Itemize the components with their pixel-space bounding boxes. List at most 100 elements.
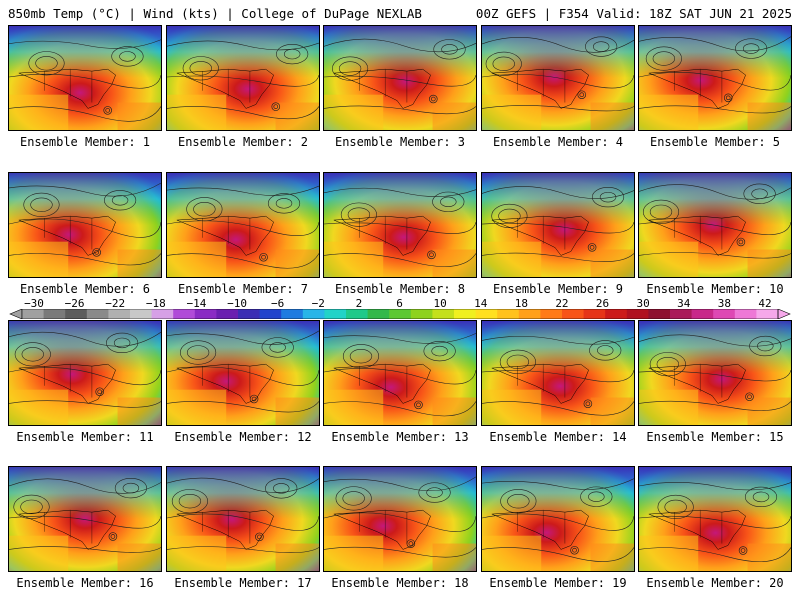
- ensemble-member-map[interactable]: [323, 466, 477, 572]
- colorbar-swatch: [130, 309, 153, 319]
- colorbar-swatch: [518, 309, 541, 319]
- ensemble-member-label: Ensemble Member: 14: [489, 430, 627, 444]
- colorbar-swatch: [475, 309, 498, 319]
- colorbar-tick-label: 26: [595, 297, 610, 310]
- colorbar-tick-label: 38: [717, 297, 731, 310]
- colorbar-swatch: [324, 309, 347, 319]
- ensemble-member-label: Ensemble Member: 17: [174, 576, 312, 590]
- ensemble-member-map[interactable]: [323, 25, 477, 131]
- colorbar-tick-label: −26: [64, 297, 85, 310]
- ensemble-member-label: Ensemble Member: 13: [331, 430, 469, 444]
- colorbar-swatch: [626, 309, 649, 319]
- ensemble-member-map[interactable]: [481, 172, 635, 278]
- ensemble-member-label: Ensemble Member: 7: [177, 282, 309, 296]
- colorbar-swatch: [173, 309, 196, 319]
- ensemble-member-map[interactable]: [638, 25, 792, 131]
- colorbar-swatch: [713, 309, 736, 319]
- colorbar-swatch: [216, 309, 239, 319]
- ensemble-member-label: Ensemble Member: 20: [646, 576, 784, 590]
- ensemble-member-map[interactable]: [166, 25, 320, 131]
- colorbar-tick-label: −6: [271, 297, 285, 310]
- ensemble-member-map[interactable]: [8, 466, 162, 572]
- colorbar-swatch: [734, 309, 757, 319]
- colorbar-swatch: [346, 309, 369, 319]
- colorbar-swatch: [367, 309, 390, 319]
- colorbar-swatch: [454, 309, 477, 319]
- colorbar-swatch: [43, 309, 66, 319]
- ensemble-member-map[interactable]: [638, 320, 792, 426]
- colorbar-tick-label: 2: [355, 297, 363, 310]
- colorbar-swatch: [259, 309, 282, 319]
- colorbar-left-arrow: [9, 309, 23, 319]
- ensemble-member-map[interactable]: [323, 172, 477, 278]
- colorbar-tick-label: 22: [555, 297, 569, 310]
- colorbar-tick-label: −22: [105, 297, 126, 310]
- colorbar-tick-label: 30: [636, 297, 650, 310]
- map-title: 850mb Temp (°C) | Wind (kts) | College o…: [8, 6, 422, 21]
- colorbar-tick-label: 10: [433, 297, 447, 310]
- ensemble-member-map[interactable]: [8, 25, 162, 131]
- ensemble-member-label: Ensemble Member: 8: [334, 282, 466, 296]
- colorbar-swatch: [389, 309, 412, 319]
- colorbar-swatch: [540, 309, 563, 319]
- colorbar-swatch: [691, 309, 714, 319]
- ensemble-member-label: Ensemble Member: 9: [492, 282, 624, 296]
- colorbar-swatch: [410, 309, 433, 319]
- ensemble-member-map[interactable]: [8, 320, 162, 426]
- colorbar-swatch: [670, 309, 693, 319]
- ensemble-member-map[interactable]: [166, 320, 320, 426]
- ensemble-member-label: Ensemble Member: 6: [19, 282, 151, 296]
- ensemble-member-map[interactable]: [8, 172, 162, 278]
- ensemble-member-map[interactable]: [638, 466, 792, 572]
- ensemble-member-map[interactable]: [481, 320, 635, 426]
- colorbar-swatch: [756, 309, 779, 319]
- ensemble-member-label: Ensemble Member: 11: [16, 430, 154, 444]
- colorbar-tick-label: −2: [311, 297, 325, 310]
- ensemble-member-map[interactable]: [638, 172, 792, 278]
- ensemble-member-label: Ensemble Member: 2: [177, 135, 309, 149]
- colorbar-tick-label: −18: [145, 297, 166, 310]
- colorbar-swatch: [583, 309, 606, 319]
- colorbar-swatch: [151, 309, 174, 319]
- colorbar-border: [21, 309, 779, 319]
- colorbar-right-arrow: [777, 309, 791, 319]
- ensemble-member-label: Ensemble Member: 4: [492, 135, 624, 149]
- colorbar-swatch: [562, 309, 585, 319]
- ensemble-member-label: Ensemble Member: 12: [174, 430, 312, 444]
- colorbar-swatch: [648, 309, 671, 319]
- ensemble-member-label: Ensemble Member: 10: [646, 282, 784, 296]
- ensemble-member-label: Ensemble Member: 1: [19, 135, 151, 149]
- ensemble-member-label: Ensemble Member: 16: [16, 576, 154, 590]
- colorbar-swatch: [194, 309, 217, 319]
- temperature-colorbar: [9, 309, 791, 319]
- ensemble-member-label: Ensemble Member: 5: [649, 135, 781, 149]
- colorbar-swatch: [22, 309, 45, 319]
- ensemble-member-map[interactable]: [323, 320, 477, 426]
- ensemble-member-label: Ensemble Member: 18: [331, 576, 469, 590]
- ensemble-member-map[interactable]: [481, 25, 635, 131]
- ensemble-member-map[interactable]: [481, 466, 635, 572]
- colorbar-tick-label: 34: [677, 297, 691, 310]
- colorbar-tick-label: 42: [758, 297, 772, 310]
- colorbar-tick-label: −10: [227, 297, 247, 310]
- colorbar-tick-label: 14: [474, 297, 488, 310]
- colorbar-tick-label: 6: [396, 297, 403, 310]
- colorbar-swatch: [497, 309, 520, 319]
- colorbar-swatch: [238, 309, 261, 319]
- ensemble-member-label: Ensemble Member: 19: [489, 576, 627, 590]
- colorbar-swatch: [65, 309, 88, 319]
- colorbar-swatch: [281, 309, 304, 319]
- ensemble-member-map[interactable]: [166, 466, 320, 572]
- colorbar-swatch: [605, 309, 628, 319]
- colorbar-swatch: [432, 309, 455, 319]
- ensemble-member-map[interactable]: [166, 172, 320, 278]
- colorbar-tick-label: −30: [24, 297, 44, 310]
- colorbar-tick-label: −14: [186, 297, 207, 310]
- colorbar-swatch: [302, 309, 325, 319]
- colorbar-swatch: [86, 309, 109, 319]
- ensemble-member-label: Ensemble Member: 15: [646, 430, 784, 444]
- ensemble-member-label: Ensemble Member: 3: [334, 135, 466, 149]
- colorbar-swatch: [108, 309, 131, 319]
- colorbar-tick-label: 18: [514, 297, 528, 310]
- run-valid-time: 00Z GEFS | F354 Valid: 18Z SAT JUN 21 20…: [475, 6, 792, 21]
